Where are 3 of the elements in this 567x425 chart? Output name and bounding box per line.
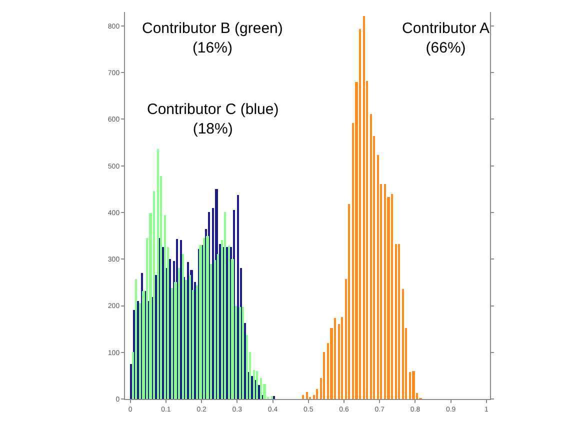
annotation: Contributor A (66%): [402, 20, 490, 56]
annotation: Contributor B (green) (16%): [142, 20, 283, 56]
annotation: Contributor C (blue) (18%): [147, 101, 279, 138]
